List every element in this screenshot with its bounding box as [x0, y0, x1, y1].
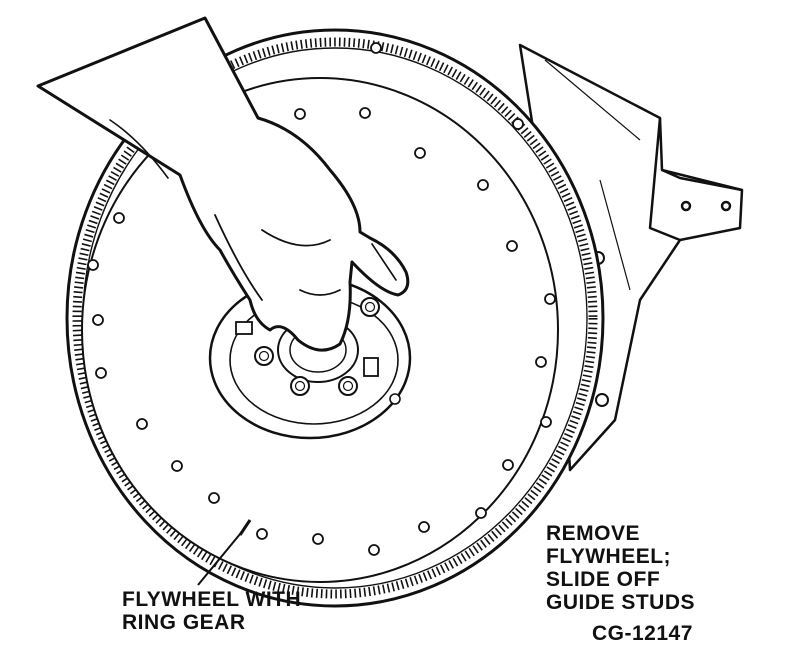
- bolt-hole: [171, 460, 183, 472]
- bolt-hole: [256, 528, 268, 540]
- leader-lines: [197, 519, 252, 586]
- crank-stud: [363, 357, 379, 377]
- bolt-hole: [95, 367, 107, 379]
- bolt-hole: [540, 416, 552, 428]
- bolt-hole: [506, 240, 518, 252]
- flywheel-leader-tick: [238, 519, 252, 536]
- bolt-hole: [113, 212, 125, 224]
- hub-bolt-hole: [258, 350, 270, 362]
- hub-bolt-hole: [294, 380, 306, 392]
- guide-stud: [595, 393, 609, 407]
- bolt-hole: [512, 118, 524, 130]
- callout-line: SLIDE OFF: [546, 568, 661, 591]
- bolt-hole: [312, 533, 324, 545]
- hub-bolt-hole: [364, 301, 376, 313]
- bolt-hole: [368, 544, 380, 556]
- bolt-hole: [502, 459, 514, 471]
- bolt-hole: [418, 521, 430, 533]
- bolt-hole: [477, 179, 489, 191]
- callout-line: FLYWHEEL;: [546, 545, 672, 568]
- callout-line: FLYWHEEL WITH: [122, 588, 302, 611]
- bolt-hole: [475, 507, 487, 519]
- bolt-hole: [370, 42, 382, 54]
- bolt-hole: [87, 259, 99, 271]
- flywheel-bolt-holes: [87, 42, 556, 556]
- bolt-hole: [294, 108, 306, 120]
- flywheel-ring-gear-callout: FLYWHEEL WITH RING GEAR: [122, 588, 301, 634]
- hub-bolt-hole: [342, 380, 354, 392]
- callout-line: REMOVE: [546, 522, 641, 545]
- hand: [36, 16, 410, 352]
- bolt-hole: [208, 492, 220, 504]
- bolt-hole: [535, 356, 547, 368]
- remove-flywheel-callout: REMOVE FLYWHEEL; SLIDE OFF GUIDE STUDS: [546, 522, 695, 614]
- figure-code: CG-12147: [592, 622, 693, 645]
- flywheel-leader: [197, 527, 246, 586]
- callout-line: RING GEAR: [122, 611, 246, 634]
- callout-line: GUIDE STUDS: [546, 591, 696, 614]
- bolt-hole: [136, 418, 148, 430]
- ring-gear-teeth: [72, 37, 598, 599]
- bolt-hole: [92, 314, 104, 326]
- bolt-hole: [544, 293, 556, 305]
- bolt-hole: [359, 107, 371, 119]
- bolt-hole: [414, 147, 426, 159]
- crank-stud: [235, 321, 253, 335]
